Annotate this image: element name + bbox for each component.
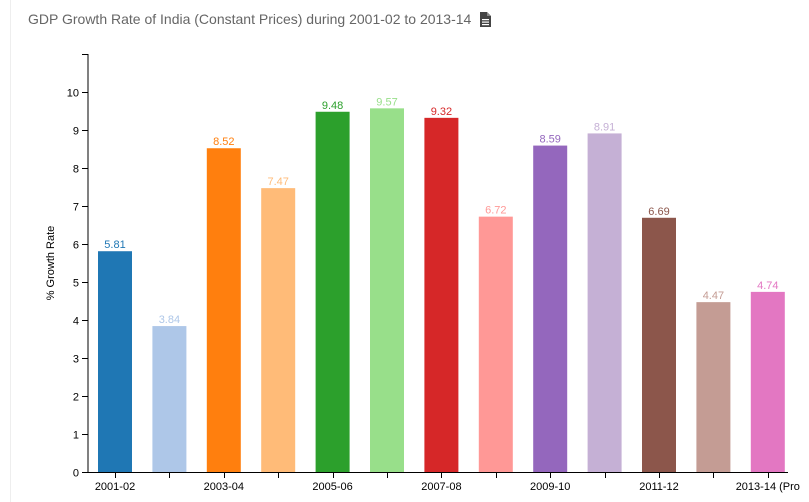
- data-label: 8.52: [213, 136, 234, 148]
- y-tick-label: 9: [73, 126, 79, 138]
- y-tick-label: 7: [73, 202, 79, 214]
- bar-2011-12[interactable]: [642, 217, 676, 472]
- x-tick-label: 2005-06: [312, 481, 352, 493]
- bar-2010-11[interactable]: [587, 133, 622, 473]
- bar-2004-05[interactable]: [261, 188, 296, 472]
- data-label: 4.47: [703, 290, 724, 302]
- bar-2005-06[interactable]: [315, 111, 350, 472]
- x-tick-label: 2013-14 (Pro: [736, 481, 800, 493]
- bars: [98, 108, 785, 473]
- data-label: 9.48: [322, 100, 343, 112]
- data-label: 8.59: [539, 134, 560, 146]
- x-tick-label: 2007-08: [421, 481, 461, 493]
- data-label: 9.32: [431, 106, 452, 118]
- y-tick-label: 3: [73, 354, 79, 366]
- y-tick-label: 10: [67, 88, 79, 100]
- data-label: 7.47: [267, 176, 288, 188]
- data-label: 8.91: [594, 121, 615, 133]
- y-tick-label: 2: [73, 392, 79, 404]
- bar-2008-09[interactable]: [478, 216, 513, 472]
- bar-2003-04[interactable]: [206, 148, 241, 473]
- y-tick-label: 1: [73, 430, 79, 442]
- x-tick-label: 2011-12: [639, 481, 679, 493]
- y-tick-label: 8: [73, 164, 79, 176]
- data-label: 9.57: [376, 96, 397, 108]
- data-labels: 5.81 3.84 8.52 7.47 9.48 9.57 9.32 6.72 8.59 8.91…: [104, 96, 778, 326]
- bar-2002-03[interactable]: [152, 326, 187, 472]
- data-label: 3.84: [159, 314, 180, 326]
- data-label: 5.81: [104, 239, 125, 251]
- y-tick-label: 0: [73, 468, 79, 480]
- x-tick-label: 2001-02: [95, 481, 135, 493]
- y-tick-label: 4: [73, 316, 79, 328]
- y-tick-label: 6: [73, 240, 79, 252]
- y-axis: 0 1 2 3 4 5 6 7 8 9 10: [67, 54, 89, 480]
- y-axis-label: % Growth Rate: [45, 226, 57, 301]
- bar-2006-07[interactable]: [370, 108, 404, 472]
- document-icon[interactable]: [479, 11, 492, 27]
- data-label: 6.69: [648, 206, 669, 218]
- bar-2013-14-pro[interactable]: [750, 291, 785, 472]
- title-row: GDP Growth Rate of India (Constant Price…: [28, 9, 492, 29]
- bar-2001-02[interactable]: [98, 251, 132, 472]
- y-tick-label: 5: [73, 278, 79, 290]
- x-axis: 2001-02 2003-04 2005-06 2007-08 2009-10 2011-…: [88, 472, 800, 493]
- bar-2007-08[interactable]: [424, 117, 459, 472]
- chart-title: GDP Growth Rate of India (Constant Price…: [28, 11, 472, 27]
- bar-2012-13[interactable]: [696, 302, 731, 472]
- bar-2009-10[interactable]: [533, 145, 568, 472]
- x-tick-label: 2003-04: [204, 481, 244, 493]
- data-label: 4.74: [757, 280, 778, 292]
- x-tick-label: 2009-10: [530, 481, 570, 493]
- data-label: 6.72: [485, 205, 506, 217]
